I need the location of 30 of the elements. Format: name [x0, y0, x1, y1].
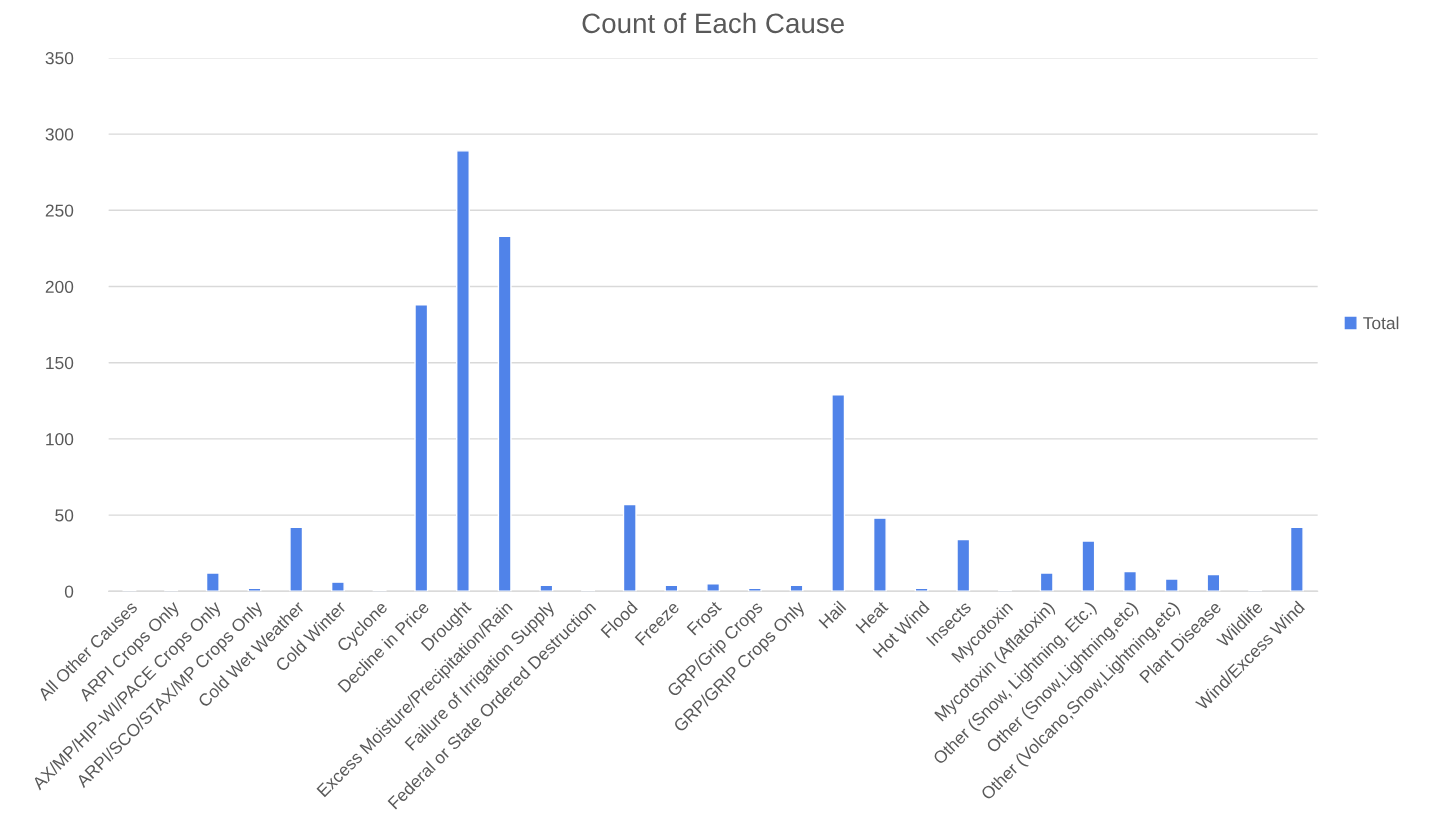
- bar: [1123, 570, 1138, 592]
- y-tick-label: 200: [45, 280, 74, 293]
- bar: [1206, 573, 1221, 592]
- bar: [1289, 526, 1304, 592]
- y-tick-label: 50: [55, 509, 74, 522]
- bar: [1039, 572, 1054, 592]
- bar: [456, 150, 470, 592]
- bar: [872, 517, 887, 592]
- y-tick-label: 250: [45, 204, 74, 217]
- bar: [1164, 578, 1179, 592]
- y-tick-label: 300: [45, 128, 74, 141]
- bar: [497, 235, 512, 592]
- bar: [289, 526, 304, 592]
- bar: [622, 503, 637, 592]
- bar: [414, 304, 429, 592]
- bar: [956, 538, 971, 592]
- bar: [831, 394, 846, 592]
- x-tick-label: Hail: [818, 600, 847, 629]
- bar: [330, 581, 345, 592]
- y-tick-label: 350: [45, 52, 74, 65]
- y-tick-label: 0: [64, 585, 74, 598]
- y-tick-label: 150: [46, 356, 74, 370]
- legend-label: Total: [1363, 316, 1399, 330]
- bar: [539, 584, 554, 592]
- bar: [706, 582, 721, 592]
- chart-title: Count of Each Cause: [582, 12, 844, 34]
- y-tick-label: 100: [46, 433, 74, 446]
- bar: [664, 584, 679, 592]
- bar: [205, 572, 220, 592]
- bar: [1081, 540, 1096, 592]
